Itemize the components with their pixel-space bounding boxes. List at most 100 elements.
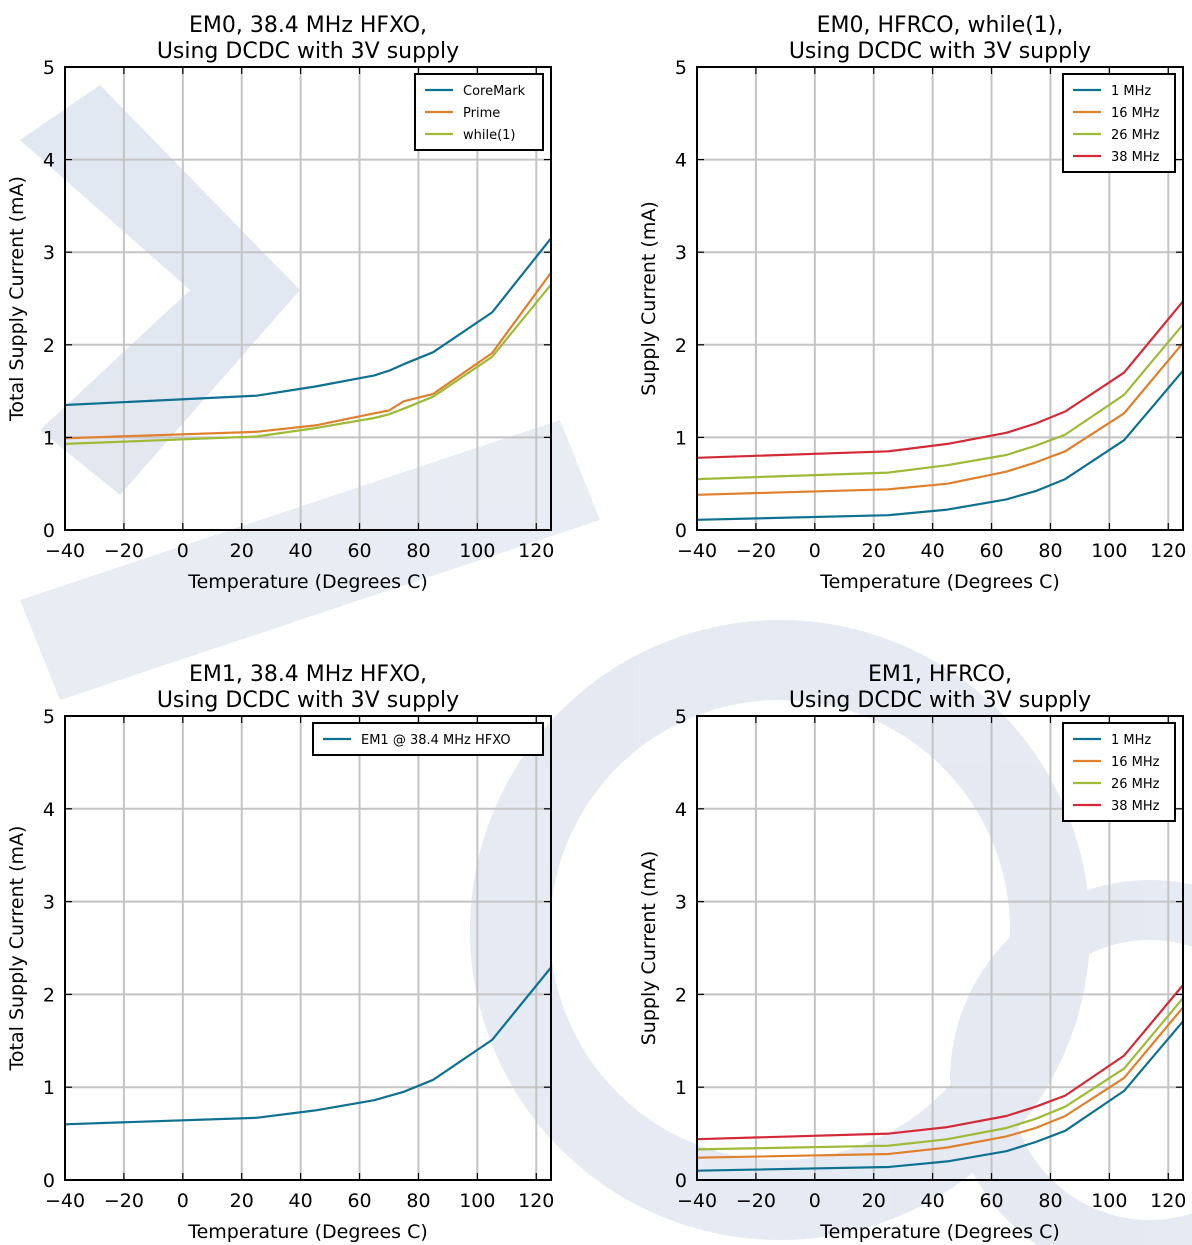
- chart-title: Using DCDC with 3V supply: [789, 688, 1091, 713]
- x-tick-label: 80: [406, 540, 430, 562]
- y-axis-label: Total Supply Current (mA): [6, 176, 28, 422]
- y-axis-label: Supply Current (mA): [638, 201, 660, 396]
- legend-label: 16 MHz: [1111, 755, 1160, 770]
- y-tick-label: 4: [675, 799, 687, 821]
- series-line-2: [64, 271, 552, 440]
- chart-title: Using DCDC with 3V supply: [789, 39, 1091, 64]
- watermark-ring-2: [950, 880, 1192, 1245]
- x-axis-label: Temperature (Degrees C): [819, 1221, 1060, 1243]
- y-tick-label: 0: [675, 1170, 687, 1192]
- legend: 1 MHz 16 MHz 26 MHz 38 MHz: [1062, 722, 1176, 822]
- series-line-2: [696, 1006, 1184, 1159]
- x-tick-label: 100: [1091, 540, 1127, 562]
- axes-frame: [64, 66, 552, 531]
- y-tick-label: 1: [675, 1077, 687, 1099]
- series-line-1: [696, 369, 1184, 521]
- y-tick-label: 5: [43, 57, 55, 79]
- x-tick-label: 40: [921, 1190, 945, 1212]
- series-line-1: [64, 966, 552, 1126]
- axes-frame: [696, 715, 1184, 1181]
- legend: 1 MHz 16 MHz 26 MHz 38 MHz: [1062, 73, 1176, 173]
- legend-label: CoreMark: [463, 84, 526, 99]
- legend: CoreMark Prime while(1): [414, 73, 544, 151]
- legend-label: while(1): [463, 128, 516, 143]
- x-axis-label: Temperature (Degrees C): [187, 571, 428, 593]
- y-axis-label: Total Supply Current (mA): [6, 826, 28, 1072]
- x-tick-label: 0: [177, 1190, 189, 1212]
- chart-title: EM0, 38.4 MHz HFXO,: [189, 13, 427, 38]
- chart-title: EM1, HFRCO,: [868, 662, 1012, 687]
- x-tick-label: −40: [45, 1190, 85, 1212]
- x-tick-label: 20: [862, 1190, 886, 1212]
- chart-2: −40 −20 0 20 40 60 80 100 120 0 1 2 3 4 5 EM0, HFRCO, w…: [638, 13, 1186, 593]
- chart-title: EM0, HFRCO, while(1),: [817, 13, 1064, 38]
- chart-title: EM1, 38.4 MHz HFXO,: [189, 662, 427, 687]
- series-line-3: [696, 997, 1184, 1151]
- x-tick-label: −20: [736, 1190, 776, 1212]
- series-line-1: [64, 237, 552, 407]
- legend-label: EM1 @ 38.4 MHz HFXO: [361, 733, 511, 748]
- legend-label: 38 MHz: [1111, 150, 1160, 165]
- x-tick-label: 0: [809, 1190, 821, 1212]
- series-line-3: [64, 283, 552, 445]
- x-tick-label: 0: [809, 540, 821, 562]
- y-tick-label: 3: [675, 892, 687, 914]
- y-tick-label: 3: [43, 242, 55, 264]
- x-tick-label: 60: [347, 1190, 371, 1212]
- legend-label: 26 MHz: [1111, 777, 1160, 792]
- y-tick-label: 2: [43, 984, 55, 1006]
- y-tick-label: 4: [43, 150, 55, 172]
- x-tick-label: −40: [45, 540, 85, 562]
- x-tick-label: 100: [1091, 1190, 1127, 1212]
- x-tick-label: 20: [230, 1190, 254, 1212]
- x-tick-label: 120: [1150, 1190, 1186, 1212]
- y-tick-label: 5: [43, 706, 55, 728]
- y-tick-label: 0: [43, 1170, 55, 1192]
- legend-label: Prime: [463, 106, 500, 121]
- x-tick-label: 40: [921, 540, 945, 562]
- x-tick-label: 100: [459, 540, 495, 562]
- x-tick-label: 120: [1150, 540, 1186, 562]
- x-tick-label: −20: [104, 540, 144, 562]
- x-axis-label: Temperature (Degrees C): [819, 571, 1060, 593]
- y-tick-label: 2: [675, 984, 687, 1006]
- x-tick-label: 120: [518, 1190, 554, 1212]
- y-tick-label: 1: [43, 427, 55, 449]
- x-tick-label: 40: [289, 1190, 313, 1212]
- y-tick-label: 3: [43, 892, 55, 914]
- x-tick-label: 100: [459, 1190, 495, 1212]
- x-tick-label: 80: [1038, 1190, 1062, 1212]
- x-tick-label: 60: [979, 540, 1003, 562]
- series-line-1: [696, 1020, 1184, 1172]
- x-tick-label: 80: [1038, 540, 1062, 562]
- y-tick-label: 4: [43, 799, 55, 821]
- series-line-2: [696, 342, 1184, 496]
- series-line-4: [696, 984, 1184, 1141]
- legend-label: 26 MHz: [1111, 128, 1160, 143]
- y-tick-label: 0: [675, 520, 687, 542]
- axes-frame: [696, 66, 1184, 531]
- x-tick-label: 20: [862, 540, 886, 562]
- x-tick-label: 0: [177, 540, 189, 562]
- x-tick-label: −20: [104, 1190, 144, 1212]
- chart-title: Using DCDC with 3V supply: [157, 688, 459, 713]
- chart-3: −40 −20 0 20 40 60 80 100 120 0 1 2 3 4 5 EM1, 38.4 MHz…: [6, 662, 554, 1243]
- legend-label: 16 MHz: [1111, 106, 1160, 121]
- series-line-3: [696, 323, 1184, 481]
- axes-frame: [64, 715, 552, 1181]
- y-axis-label: Supply Current (mA): [638, 851, 660, 1046]
- x-tick-label: 20: [230, 540, 254, 562]
- chart-4: −40 −20 0 20 40 60 80 100 120 0 1 2 3 4 5 EM1, HFRCO,Us…: [638, 662, 1186, 1243]
- y-tick-label: 2: [675, 335, 687, 357]
- legend-label: 1 MHz: [1111, 733, 1151, 748]
- y-tick-label: 5: [675, 706, 687, 728]
- y-tick-label: 1: [675, 427, 687, 449]
- x-tick-label: −40: [677, 1190, 717, 1212]
- watermark-swoosh: [20, 85, 300, 495]
- series-line-4: [696, 300, 1184, 459]
- x-tick-label: 80: [406, 1190, 430, 1212]
- y-tick-label: 2: [43, 335, 55, 357]
- x-tick-label: −40: [677, 540, 717, 562]
- y-tick-label: 5: [675, 57, 687, 79]
